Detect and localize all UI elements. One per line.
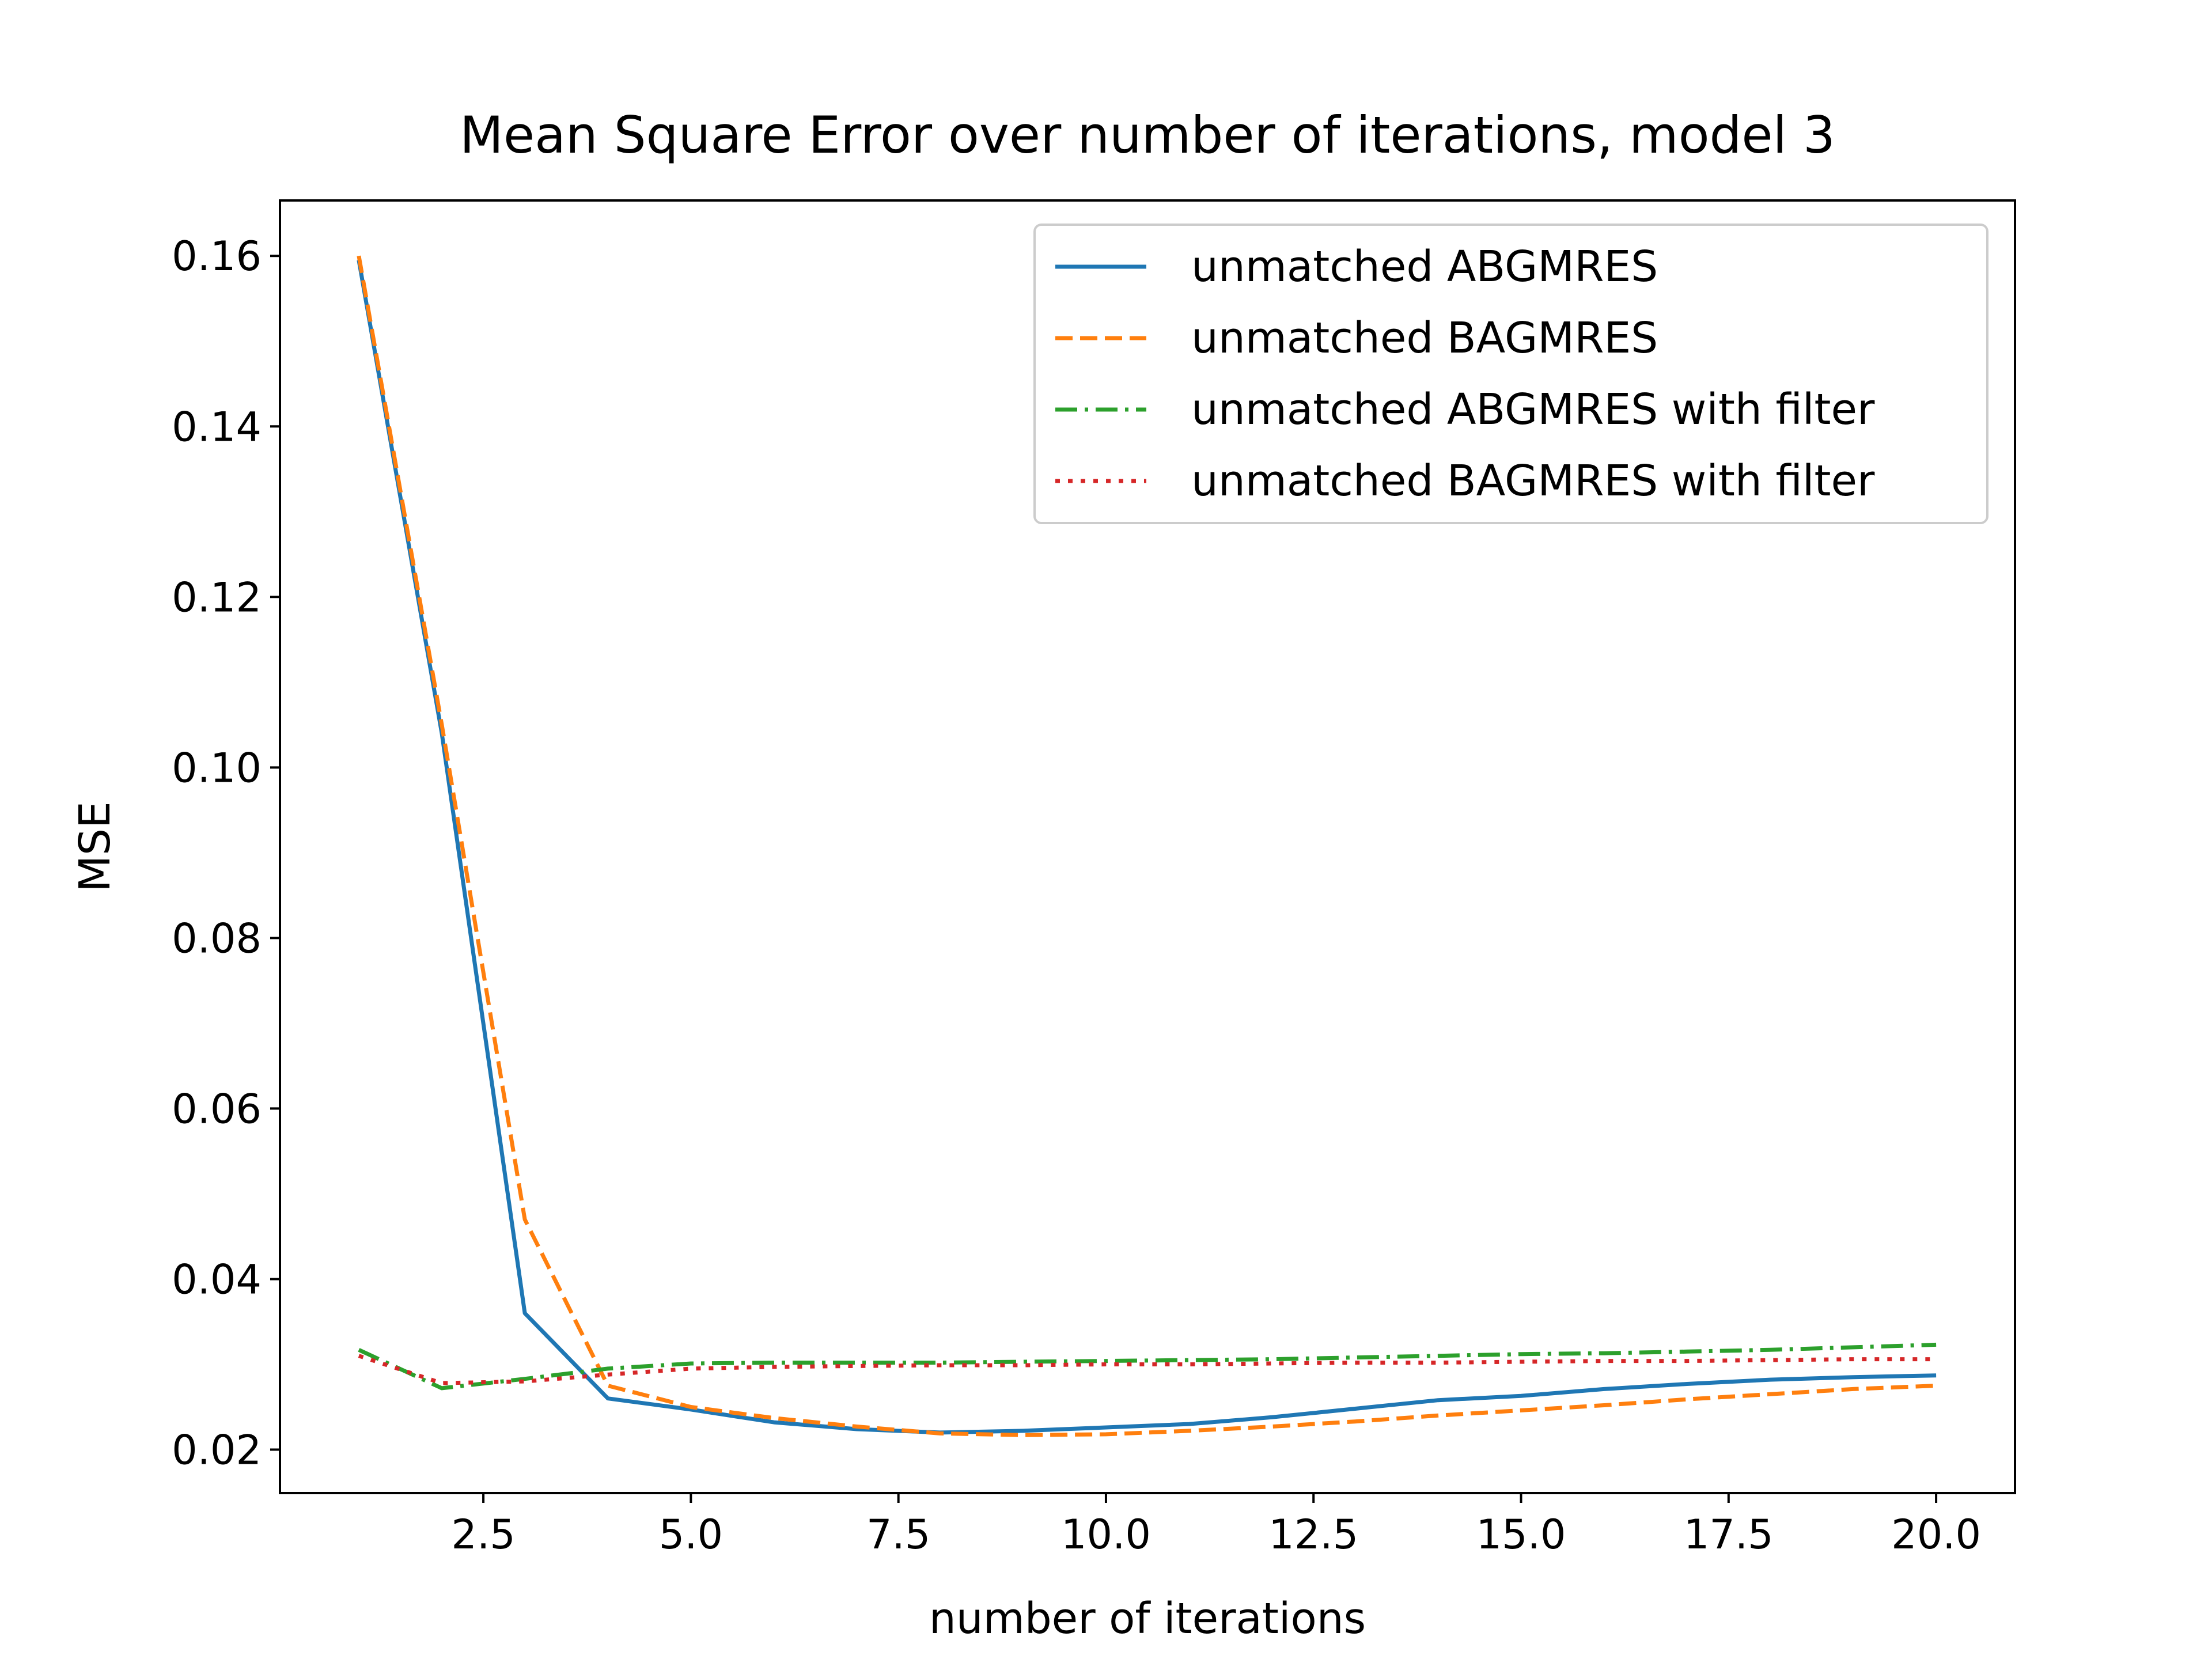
legend-label: unmatched BAGMRES: [1191, 313, 1658, 363]
x-tick-label: 2.5: [451, 1511, 515, 1558]
series-line-4: [358, 1354, 1937, 1385]
legend-entries: unmatched ABGMRES unmatched BAGMRES unmatc…: [1055, 242, 1875, 506]
y-tick-label: 0.02: [172, 1427, 262, 1474]
y-axis-label: MSE: [70, 801, 120, 892]
y-tick-label: 0.04: [172, 1256, 262, 1303]
series-line-2: [357, 255, 1937, 1437]
y-axis: 0.02 0.04 0.06 0.08 0.10 0.12 0.14 0.16: [172, 233, 280, 1474]
y-tick-label: 0.08: [172, 915, 262, 962]
x-tick-label: 7.5: [866, 1511, 930, 1558]
plot-frame: [279, 199, 2016, 1494]
x-tick-label: 5.0: [659, 1511, 723, 1558]
legend-label: unmatched ABGMRES: [1191, 242, 1658, 291]
x-axis: 2.5 5.0 7.5 10.0 12.5 15.0 17.5 20.0: [451, 1493, 1981, 1558]
legend-box: [1033, 224, 1988, 524]
y-tick-label: 0.16: [172, 233, 262, 280]
y-tick-label: 0.10: [172, 744, 262, 791]
x-tick-label: 20.0: [1891, 1511, 1981, 1558]
y-tick-label: 0.06: [172, 1085, 262, 1132]
legend-label: unmatched BAGMRES with filter: [1191, 456, 1875, 506]
series-line-1: [357, 259, 1937, 1435]
x-tick-label: 15.0: [1476, 1511, 1566, 1558]
legend: unmatched ABGMRES unmatched BAGMRES unmatc…: [1033, 224, 1988, 524]
y-tick-label: 0.12: [172, 574, 262, 621]
y-tick-label: 0.14: [172, 403, 262, 450]
series-line-3: [358, 1342, 1937, 1391]
series-layer: [357, 255, 1937, 1437]
legend-label: unmatched ABGMRES with filter: [1191, 385, 1875, 434]
x-tick-label: 12.5: [1268, 1511, 1358, 1558]
x-tick-label: 17.5: [1684, 1511, 1774, 1558]
x-tick-label: 10.0: [1061, 1511, 1151, 1558]
x-axis-label: number of iterations: [929, 1594, 1366, 1643]
chart-title: Mean Square Error over number of iterati…: [460, 105, 1835, 165]
